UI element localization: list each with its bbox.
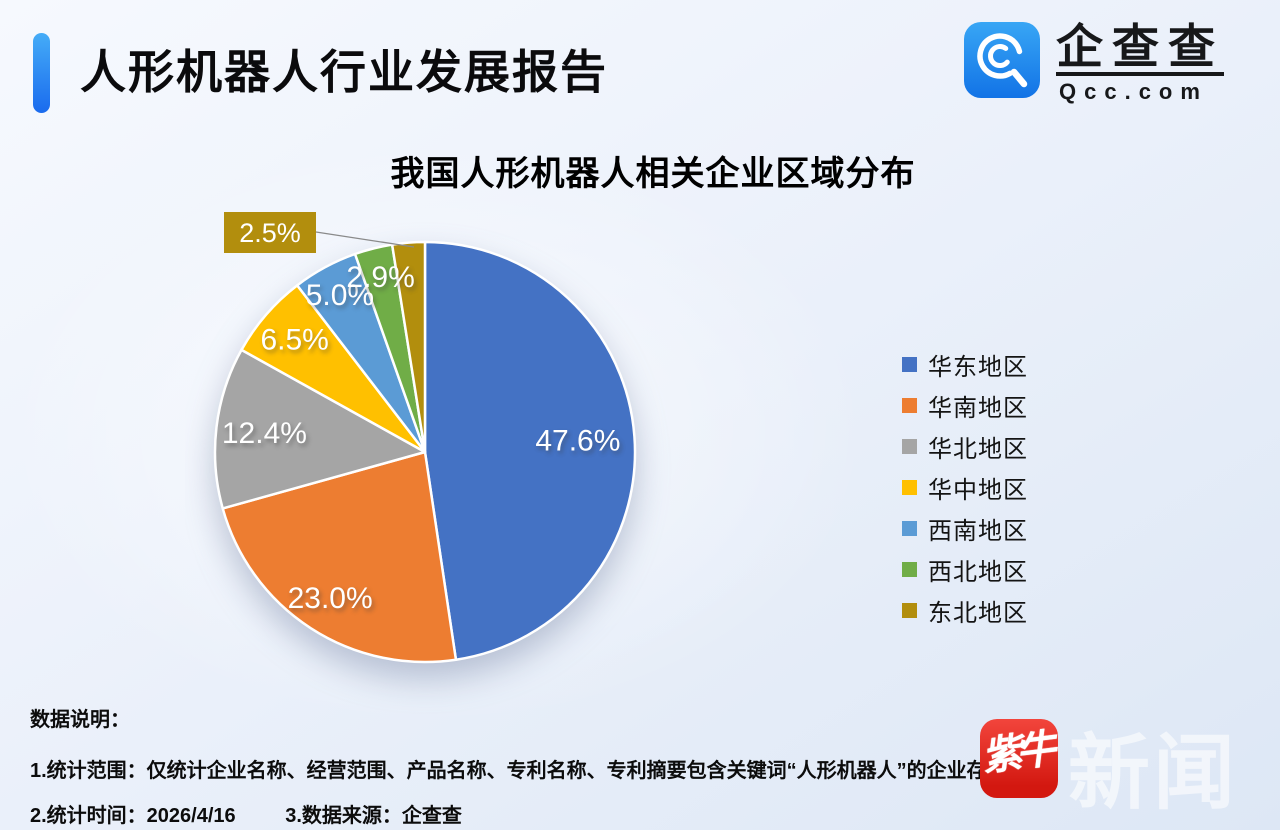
legend-item-2: 华北地区	[902, 434, 1028, 463]
qcc-magnifier-icon	[964, 22, 1040, 98]
footnote-date: 2.统计时间：2026/4/16	[30, 805, 236, 827]
legend-swatch-0	[902, 357, 917, 372]
pie-slice-1	[221, 450, 458, 664]
pie-label-2: 12.4%	[222, 417, 307, 450]
callout-label: 2.5%	[239, 218, 301, 248]
footnotes: 数据说明： 1.统计范围：仅统计企业名称、经营范围、产品名称、专利名称、专利摘要…	[30, 703, 1047, 828]
watermark-news-text: 新闻	[1068, 728, 1239, 819]
chart-legend: 华东地区华南地区华北地区华中地区西南地区西北地区东北地区	[902, 352, 1028, 639]
chart-title: 我国人形机器人相关企业区域分布	[390, 155, 916, 193]
legend-label-1: 华南地区	[928, 395, 1028, 422]
legend-item-6: 东北地区	[902, 598, 1028, 627]
footnote-line2: 2.统计时间：2026/4/16 3.数据来源：企查查	[30, 799, 1047, 828]
legend-swatch-5	[902, 562, 917, 577]
legend-label-2: 华北地区	[928, 436, 1028, 463]
pie-slice-6	[390, 240, 427, 454]
legend-item-0: 华东地区	[902, 352, 1028, 381]
callout-box	[224, 212, 316, 253]
footnote-scope: 1.统计范围：仅统计企业名称、经营范围、产品名称、专利名称、专利摘要包含关键词“…	[30, 760, 1047, 782]
legend-swatch-1	[902, 398, 917, 413]
legend-label-0: 华东地区	[928, 354, 1028, 381]
legend-item-1: 华南地区	[902, 393, 1028, 422]
legend-swatch-4	[902, 521, 917, 536]
page-title: 人形机器人行业发展报告	[80, 46, 608, 98]
ziniu-badge-text: 紫牛	[980, 727, 1053, 780]
legend-item-4: 西南地区	[902, 516, 1028, 545]
qcc-logo-domain: Qcc.com	[1059, 79, 1208, 105]
pie-label-5: 2.9%	[346, 261, 414, 294]
pie-label-4: 5.0%	[306, 279, 374, 312]
callout-leader-line	[315, 231, 415, 248]
legend-swatch-6	[902, 603, 917, 618]
legend-swatch-2	[902, 439, 917, 454]
ziniu-news-badge: 紫牛	[980, 719, 1058, 798]
footnote-source: 3.数据来源：企查查	[285, 805, 462, 827]
legend-item-3: 华中地区	[902, 475, 1028, 504]
footnote-heading: 数据说明：	[30, 709, 130, 731]
qcc-logo-name: 企查查	[1056, 22, 1224, 77]
pie-label-1: 23.0%	[288, 582, 373, 615]
legend-label-6: 东北地区	[928, 600, 1028, 627]
pie-slice-2	[213, 348, 427, 510]
pie-chart: 47.6% 23.0% 12.4% 6.5% 5.0%2.9% 2.5%	[213, 212, 637, 664]
pie-label-3: 6.5%	[260, 323, 328, 356]
pie-label-0: 47.6%	[535, 425, 620, 458]
legend-label-4: 西南地区	[928, 518, 1028, 545]
legend-label-3: 华中地区	[928, 477, 1028, 504]
qcc-logo: 企查查 Qcc.com	[964, 22, 1224, 105]
legend-label-5: 西北地区	[928, 559, 1028, 586]
legend-item-5: 西北地区	[902, 557, 1028, 586]
legend-swatch-3	[902, 480, 917, 495]
pie-slice-0	[423, 240, 637, 661]
title-accent-bar	[33, 33, 50, 113]
qcc-logo-text: 企查查 Qcc.com	[1056, 22, 1224, 105]
